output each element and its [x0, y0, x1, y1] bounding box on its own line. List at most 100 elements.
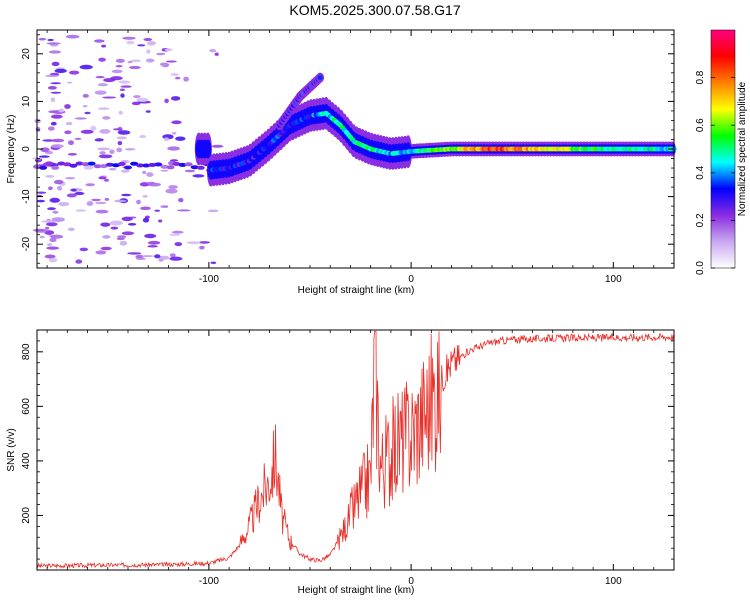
- heatmap-speckle: [47, 38, 54, 42]
- heatmap-speckle: [119, 88, 126, 92]
- heatmap-speckle: [102, 96, 117, 99]
- heatmap-speckle: [121, 216, 133, 222]
- heatmap-speckle: [140, 255, 154, 258]
- heatmap-speckle: [74, 117, 87, 120]
- heatmap-speckle: [82, 94, 89, 98]
- heatmap-speckle: [95, 201, 107, 205]
- snr-ylabel: SNR (v/v): [6, 428, 17, 471]
- heatmap-speckle: [209, 49, 217, 53]
- heatmap-speckle: [109, 149, 115, 155]
- heatmap-speckle: [109, 220, 124, 226]
- heatmap-speckle: [104, 178, 109, 182]
- heatmap-speckle: [94, 39, 105, 43]
- heatmap-speckle: [127, 223, 137, 226]
- heatmap-speckle: [46, 222, 58, 227]
- heatmap-speckle: [137, 44, 146, 47]
- heatmap-speckle: [48, 186, 53, 191]
- heatmap-speckle: [176, 209, 191, 212]
- heatmap-speckle: [49, 257, 58, 263]
- heatmap-speckle: [192, 174, 205, 178]
- heatmap-band-cell: [178, 162, 187, 167]
- heatmap-speckle: [128, 65, 141, 70]
- heatmap-speckle: [164, 48, 173, 52]
- heatmap-speckle: [144, 233, 157, 239]
- heatmap-speckle: [158, 219, 163, 223]
- heatmap-speckle: [64, 130, 72, 135]
- heatmap-speckle: [69, 70, 80, 75]
- heatmap-speckle: [175, 136, 186, 141]
- heatmap-speckle: [50, 97, 56, 103]
- heatmap-band-cell: [142, 163, 151, 168]
- heatmap-speckle: [142, 170, 147, 175]
- heatmap-speckle: [139, 135, 147, 138]
- heatmap-speckle: [120, 169, 130, 173]
- heatmap-speckle: [99, 151, 106, 155]
- snr-series-line: [36, 331, 675, 569]
- ridge-mid: [204, 139, 212, 159]
- heatmap-speckle: [91, 198, 101, 202]
- heatmap-speckle: [171, 131, 177, 135]
- heatmap-speckle: [146, 181, 156, 185]
- heatmap-speckle: [120, 93, 125, 98]
- snr-background: [37, 330, 674, 570]
- heatmap-speckle: [199, 245, 205, 250]
- heatmap-speckle: [68, 140, 74, 146]
- heatmap-speckle: [98, 176, 107, 180]
- x-tick-label: 0: [408, 576, 414, 587]
- heatmap-speckle: [50, 234, 64, 239]
- heatmap-speckle: [121, 231, 135, 236]
- y-tick-label: 400: [21, 452, 32, 469]
- heatmap-speckle: [136, 97, 149, 102]
- heatmap-speckle: [95, 76, 105, 79]
- heatmap-speckle: [210, 261, 217, 265]
- heatmap-speckle: [142, 217, 150, 223]
- heatmap-speckle: [111, 69, 123, 74]
- heatmap-speckle: [32, 228, 47, 232]
- heatmap-speckle: [131, 101, 141, 106]
- heatmap-speckle: [118, 110, 123, 115]
- heatmap-speckle: [79, 64, 93, 70]
- heatmap-speckle: [171, 230, 184, 234]
- heatmap-band-cell: [124, 165, 132, 170]
- heatmap-speckle: [158, 258, 164, 262]
- heatmap-speckle: [57, 185, 63, 191]
- heatmap-speckle: [136, 199, 141, 205]
- heatmap-speckle: [51, 61, 60, 67]
- heatmap-speckle: [124, 148, 136, 151]
- y-tick-label: 200: [21, 507, 32, 524]
- heatmap-speckle: [95, 209, 109, 214]
- heatmap-speckle: [84, 111, 91, 115]
- heatmap-speckle: [39, 155, 50, 158]
- colorbar-tick-label: 0.8: [695, 70, 706, 84]
- heatmap-band-cell: [111, 163, 120, 168]
- heatmap-speckle: [140, 206, 151, 211]
- heatmap-speckle: [75, 259, 83, 264]
- heatmap-speckle: [168, 185, 178, 189]
- heatmap-speckle: [113, 128, 123, 131]
- heatmap-band-cell: [172, 161, 181, 166]
- heatmap-speckle: [67, 153, 77, 156]
- heatmap-band-cell: [166, 165, 175, 170]
- heatmap-band-cell: [81, 162, 90, 167]
- heatmap-speckle: [117, 235, 127, 239]
- heatmap-speckle: [36, 199, 45, 203]
- heatmap-speckle: [154, 209, 160, 212]
- heatmap-speckle: [36, 191, 47, 194]
- heatmap-speckle: [45, 74, 59, 78]
- heatmap-speckle: [99, 129, 111, 134]
- heatmap-speckle: [46, 42, 61, 45]
- heatmap-speckle: [117, 141, 123, 146]
- heatmap-speckle: [44, 230, 55, 236]
- heatmap-speckle: [145, 110, 151, 113]
- colorbar-gradient: [710, 29, 736, 269]
- heatmap-speckle: [82, 105, 88, 108]
- heatmap-speckle: [115, 58, 125, 63]
- colorbar-label: Normalized spectral amplitude: [737, 81, 748, 216]
- heatmap-speckle: [51, 138, 65, 143]
- heatmap-band-cell: [184, 162, 193, 167]
- x-tick-label: 100: [605, 274, 622, 285]
- colorbar-tick-label: 0.6: [695, 118, 706, 132]
